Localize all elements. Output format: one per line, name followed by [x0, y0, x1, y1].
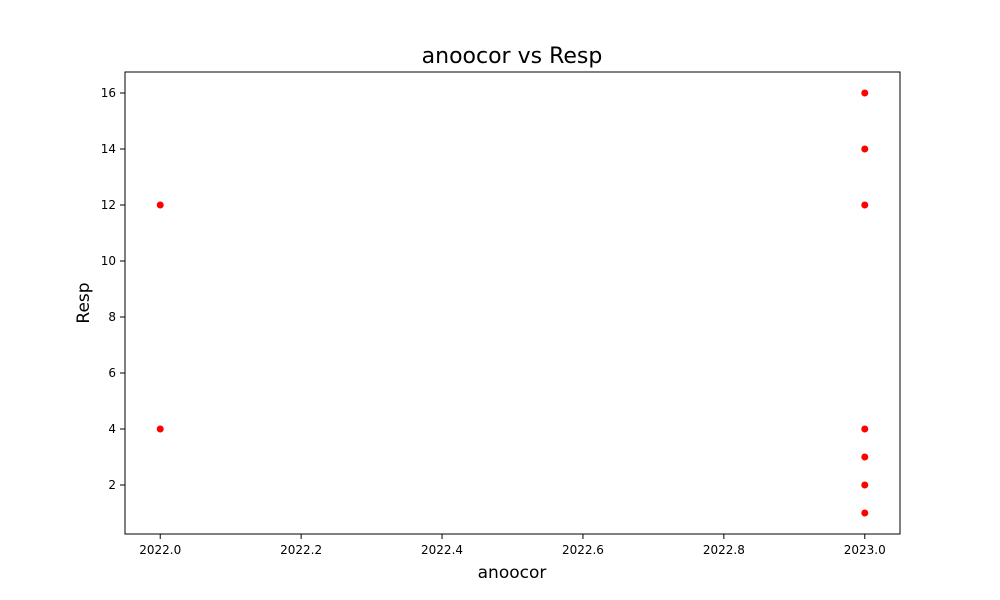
data-point — [861, 89, 869, 97]
data-point — [861, 145, 869, 153]
data-point — [861, 453, 869, 461]
y-tick-label: 4 — [108, 422, 116, 436]
y-tick-label: 10 — [101, 254, 116, 268]
y-tick-label: 12 — [101, 198, 116, 212]
x-tick-label: 2022.0 — [139, 543, 181, 557]
data-point — [861, 509, 869, 517]
data-point — [156, 201, 164, 209]
chart-title: anoocor vs Resp — [422, 44, 603, 69]
y-tick-label: 14 — [101, 142, 116, 156]
x-axis-label: anoocor — [478, 563, 547, 583]
x-tick-label: 2022.6 — [562, 543, 604, 557]
x-tick-label: 2022.2 — [280, 543, 322, 557]
x-tick-label: 2022.8 — [703, 543, 745, 557]
data-point — [861, 201, 869, 209]
data-point — [156, 425, 164, 433]
data-point — [861, 425, 869, 433]
plot-area — [124, 71, 901, 535]
data-points — [156, 89, 869, 517]
x-axis: 2022.0 2022.2 2022.4 2022.6 2022.8 2023.0 — [139, 534, 886, 557]
x-tick-label: 2023.0 — [844, 543, 886, 557]
y-tick-label: 16 — [101, 86, 116, 100]
y-tick-label: 2 — [108, 478, 116, 492]
data-point — [861, 481, 869, 489]
x-tick-label: 2022.4 — [421, 543, 463, 557]
y-tick-label: 6 — [108, 366, 116, 380]
y-axis: 2 4 6 8 10 12 14 16 — [101, 86, 125, 492]
y-tick-label: 8 — [108, 310, 116, 324]
y-axis-label: Resp — [74, 282, 94, 323]
